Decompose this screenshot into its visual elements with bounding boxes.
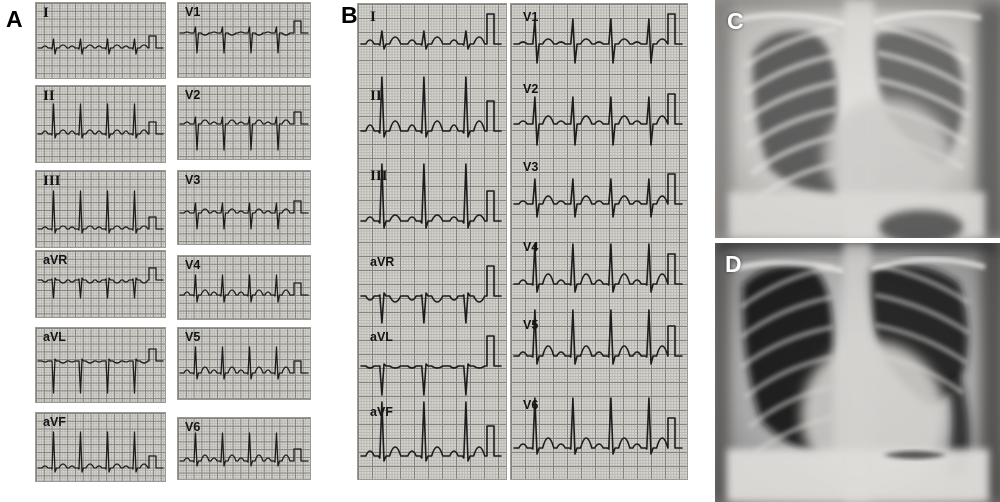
ecg-trace-path xyxy=(179,432,309,467)
lead-label: aVR xyxy=(370,255,395,269)
film-edge-left xyxy=(715,0,731,238)
clavicle-lines xyxy=(732,256,986,274)
lead-label: I xyxy=(43,5,49,21)
ecg-trace xyxy=(37,348,164,394)
ecg-trace xyxy=(37,103,164,139)
ecg-strip-I: I xyxy=(35,2,166,79)
ecg-trace-path xyxy=(513,13,683,64)
ecg-strip-aVR: aVR xyxy=(35,250,166,318)
ecg-trace-path xyxy=(37,190,164,234)
gastric-bubble xyxy=(879,210,963,238)
ecg-trace xyxy=(37,267,164,299)
ecg-trace xyxy=(179,200,309,230)
ecg-trace-path xyxy=(360,401,502,462)
ecg-trace-path xyxy=(360,265,502,324)
ecg-strip-aVL: aVL xyxy=(35,327,166,403)
gastric-bubble xyxy=(883,451,947,459)
ecg-trace xyxy=(179,346,309,380)
lead-label: II xyxy=(370,88,382,104)
ecg-strip-III: III xyxy=(35,170,166,248)
panel-d-label: D xyxy=(725,251,742,277)
ecg-strip-V2: V2 xyxy=(177,85,311,160)
ecg-strip-aVF: aVF xyxy=(35,412,166,482)
lead-label: V4 xyxy=(185,258,201,272)
ecg-trace xyxy=(37,190,164,234)
ecg-trace-path xyxy=(360,13,502,50)
lead-label: aVL xyxy=(370,330,393,344)
ecg-trace-path xyxy=(513,93,683,146)
ecg-trace-path xyxy=(37,348,164,394)
panel-a-label: A xyxy=(6,6,23,32)
lead-label: V2 xyxy=(523,82,539,96)
lead-label: V6 xyxy=(523,398,539,412)
lead-label: III xyxy=(370,168,388,184)
ecg-trace xyxy=(37,35,164,55)
panel-b-limb-lead-column: I II III aVR aVL aVF xyxy=(357,3,507,480)
lead-label: aVR xyxy=(43,253,68,267)
lead-label: V3 xyxy=(185,173,201,187)
ecg-trace-path xyxy=(179,346,309,380)
ecg-trace-path xyxy=(37,35,164,55)
lead-label: V2 xyxy=(185,88,201,102)
ecg-strip-V3: V3 xyxy=(177,170,311,245)
heart-shadow xyxy=(823,99,951,211)
lead-label: V4 xyxy=(523,240,539,254)
ecg-trace xyxy=(179,274,309,303)
lead-label: V6 xyxy=(185,420,201,434)
diaphragm-region xyxy=(727,449,989,502)
ecg-trace xyxy=(179,432,309,467)
lead-label: V5 xyxy=(523,318,539,332)
ecg-trace xyxy=(179,111,309,151)
ecg-strip-V6: V6 xyxy=(177,417,311,480)
xray-image-d xyxy=(715,243,1000,502)
ecg-trace-path xyxy=(179,200,309,230)
lead-label: V1 xyxy=(523,10,539,24)
film-edge-right xyxy=(977,0,1000,238)
ecg-trace-path xyxy=(37,103,164,139)
lead-label: III xyxy=(43,173,61,189)
film-edge-right xyxy=(981,243,1000,502)
ecg-trace xyxy=(179,20,309,54)
lead-label: II xyxy=(43,88,55,104)
ecg-trace-path xyxy=(513,397,683,455)
ecg-trace xyxy=(513,13,683,455)
ecg-strip-V1: V1 xyxy=(177,2,311,78)
lead-label: I xyxy=(370,9,376,25)
panel-b-chest-lead-column: V1 V2 V3 V4 V5 V6 xyxy=(510,3,688,480)
lead-label: aVF xyxy=(43,415,66,429)
ecg-trace-path xyxy=(360,76,502,138)
ecg-trace-path xyxy=(513,243,683,293)
ecg-strip-II: II xyxy=(35,85,166,163)
ecg-trace-path xyxy=(37,267,164,299)
ecg-trace xyxy=(37,431,164,473)
ecg-trace-path xyxy=(360,163,502,229)
ecg-trace-path xyxy=(179,20,309,54)
ecg-trace-path xyxy=(37,431,164,473)
ecg-trace-path xyxy=(513,173,683,218)
lead-label: V5 xyxy=(185,330,201,344)
lead-label: V3 xyxy=(523,160,539,174)
ecg-strip-V4: V4 xyxy=(177,255,311,320)
panel-d-chest-xray: D xyxy=(715,243,1000,502)
lead-label: aVF xyxy=(370,405,393,419)
lead-label: aVL xyxy=(43,330,66,344)
xray-image-c xyxy=(715,0,1000,238)
ecg-strip-V5: V5 xyxy=(177,327,311,400)
lead-label: V1 xyxy=(185,5,201,19)
ecg-trace-path xyxy=(360,335,502,396)
panel-b-label: B xyxy=(341,2,358,28)
ecg-trace xyxy=(360,13,502,462)
panel-c-label: C xyxy=(727,8,744,34)
ecg-trace-path xyxy=(179,111,309,151)
ecg-trace-path xyxy=(513,309,683,365)
panel-c-chest-xray: C xyxy=(715,0,1000,238)
film-edge-left xyxy=(715,243,729,502)
ecg-trace-path xyxy=(179,274,309,303)
clavicle-lines xyxy=(736,10,982,27)
